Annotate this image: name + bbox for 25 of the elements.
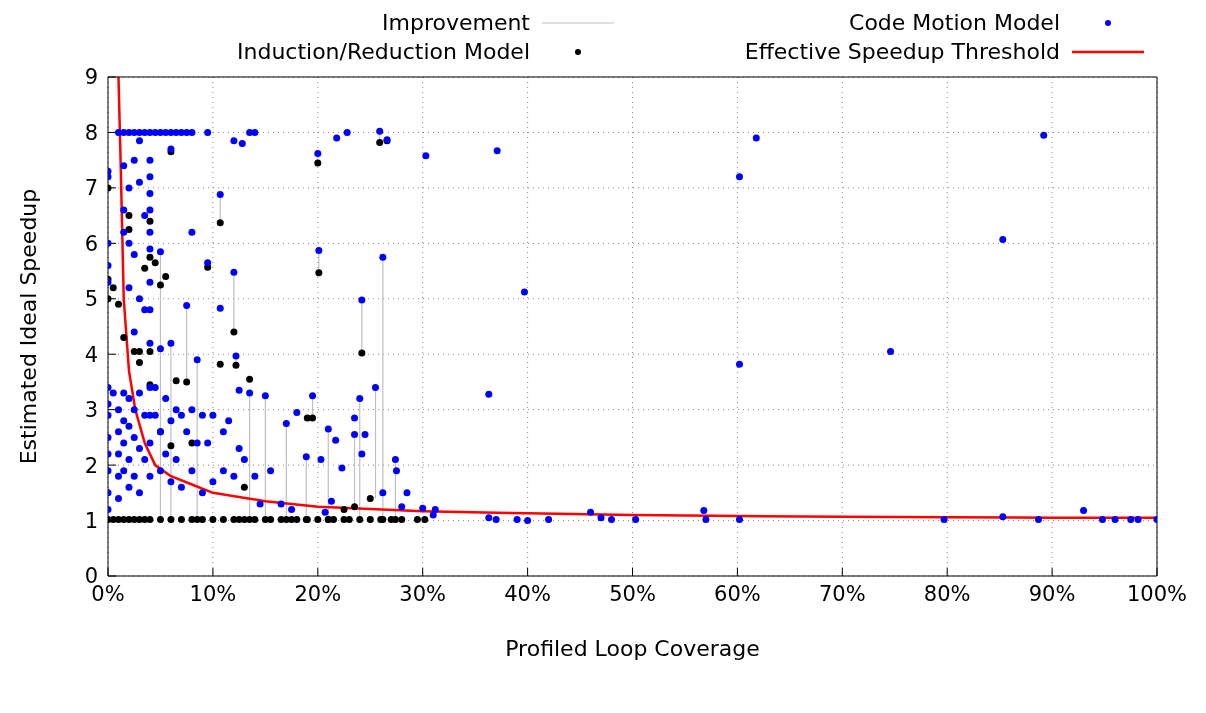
y-tick-label: 5 [84,287,98,312]
legend-label: Improvement [382,9,530,37]
x-tick-label: 70% [818,581,866,606]
y-tick-label: 1 [84,509,98,534]
x-tick-label: 60% [714,581,761,606]
x-tick-label: 80% [923,581,971,606]
y-tick-label: 3 [84,398,98,423]
y-tick-label: 8 [84,120,98,145]
x-axis-title: Profiled Loop Coverage [505,636,760,661]
x-tick-label: 100% [1126,581,1188,606]
x-tick-label: 90% [1028,581,1076,606]
y-tick-label: 7 [84,176,98,201]
x-tick-label: 10% [189,581,237,606]
x-tick-label: 50% [609,581,656,606]
x-tick-label: 30% [399,581,447,606]
x-tick-label: 40% [504,581,551,606]
legend-label: Induction/Reduction Model [236,38,530,66]
y-tick-label: 2 [84,453,98,478]
y-tick-label: 6 [84,231,98,256]
y-axis-title: Estimated Ideal Speedup [15,188,41,465]
legend-label: Code Motion Model [849,9,1060,37]
y-tick-label: 4 [84,342,98,367]
legend-label: Effective Speedup Threshold [744,38,1060,66]
y-tick-label: 9 [84,65,98,90]
x-tick-label: 20% [294,581,342,606]
